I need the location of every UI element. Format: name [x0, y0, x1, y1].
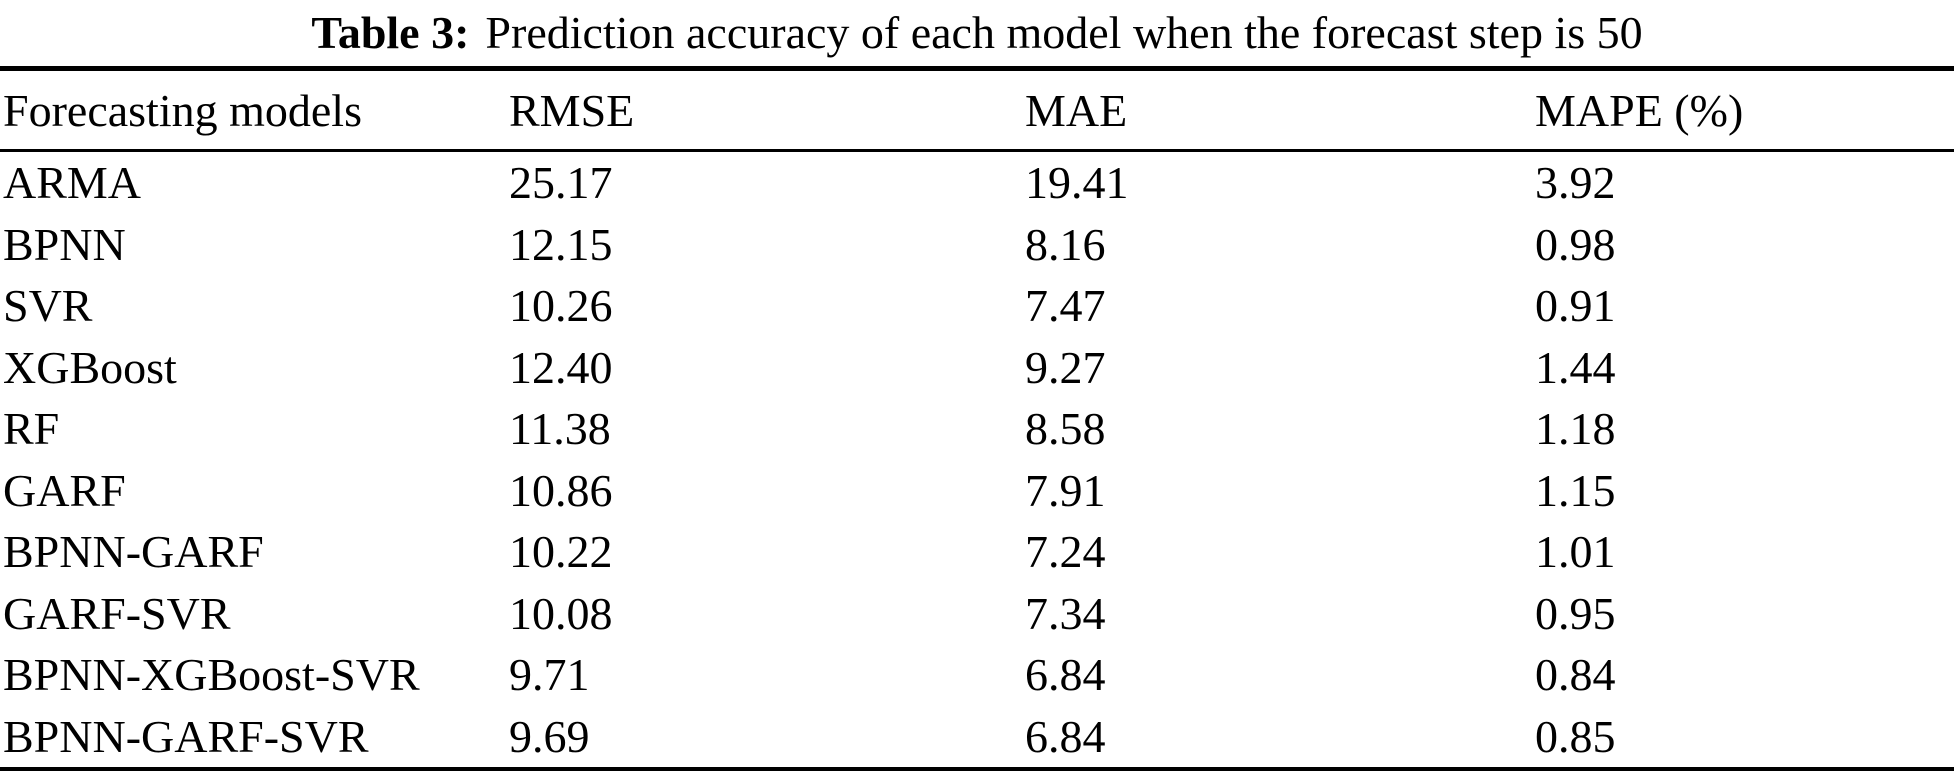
cell-model: GARF-SVR	[3, 587, 231, 639]
column-header-mae: MAE	[1025, 68, 1535, 152]
cell-mape: 0.85	[1535, 710, 1616, 762]
table-row: BPNN-XGBoost-SVR 9.71 6.84 0.84	[0, 644, 1954, 706]
cell-mae: 8.58	[1025, 403, 1106, 455]
table-row: ARMA 25.17 19.41 3.92	[0, 151, 1954, 214]
cell-mae: 7.34	[1025, 587, 1106, 639]
cell-rmse: 10.08	[509, 587, 613, 639]
table-row: BPNN-GARF 10.22 7.24 1.01	[0, 521, 1954, 583]
cell-mape: 1.15	[1535, 464, 1616, 516]
cell-mape: 1.01	[1535, 526, 1616, 578]
cell-mae: 6.84	[1025, 649, 1106, 701]
cell-model: BPNN-GARF	[3, 526, 264, 578]
cell-model: GARF	[3, 464, 126, 516]
table-row: GARF 10.86 7.91 1.15	[0, 460, 1954, 522]
results-table: Forecasting models RMSE MAE MAPE (%) ARM…	[0, 66, 1954, 771]
column-header-rmse: RMSE	[509, 68, 1025, 152]
cell-mape: 0.84	[1535, 649, 1616, 701]
cell-mae: 7.91	[1025, 464, 1106, 516]
cell-mape: 0.95	[1535, 587, 1616, 639]
cell-rmse: 10.22	[509, 526, 613, 578]
table-header-row: Forecasting models RMSE MAE MAPE (%)	[0, 68, 1954, 152]
cell-model: RF	[3, 403, 60, 455]
cell-mae: 7.24	[1025, 526, 1106, 578]
table-caption-text: Prediction accuracy of each model when t…	[485, 7, 1643, 58]
cell-rmse: 11.38	[509, 403, 611, 455]
table-caption-label: Table 3:	[311, 7, 470, 58]
table-row: GARF-SVR 10.08 7.34 0.95	[0, 583, 1954, 645]
cell-model: ARMA	[3, 157, 142, 209]
cell-rmse: 12.15	[509, 218, 613, 270]
cell-rmse: 9.69	[509, 710, 590, 762]
cell-mae: 19.41	[1025, 157, 1129, 209]
cell-mae: 6.84	[1025, 710, 1106, 762]
cell-mae: 8.16	[1025, 218, 1106, 270]
cell-mape: 1.44	[1535, 341, 1616, 393]
cell-model: SVR	[3, 280, 93, 332]
cell-rmse: 10.26	[509, 280, 613, 332]
table-caption: Table 3: Prediction accuracy of each mode…	[0, 0, 1954, 66]
cell-mape: 0.91	[1535, 280, 1616, 332]
cell-rmse: 10.86	[509, 464, 613, 516]
cell-model: BPNN-XGBoost-SVR	[3, 649, 420, 701]
cell-mape: 3.92	[1535, 157, 1616, 209]
cell-model: BPNN	[3, 218, 126, 270]
cell-mape: 0.98	[1535, 218, 1616, 270]
cell-mae: 9.27	[1025, 341, 1106, 393]
cell-rmse: 25.17	[509, 157, 613, 209]
column-header-mape: MAPE (%)	[1535, 68, 1954, 152]
cell-mae: 7.47	[1025, 280, 1106, 332]
cell-model: BPNN-GARF-SVR	[3, 710, 369, 762]
cell-model: XGBoost	[3, 341, 177, 393]
cell-rmse: 12.40	[509, 341, 613, 393]
table-row: XGBoost 12.40 9.27 1.44	[0, 337, 1954, 399]
table-row: BPNN-GARF-SVR 9.69 6.84 0.85	[0, 706, 1954, 770]
cell-mape: 1.18	[1535, 403, 1616, 455]
table-row: RF 11.38 8.58 1.18	[0, 398, 1954, 460]
table-row: BPNN 12.15 8.16 0.98	[0, 214, 1954, 276]
cell-rmse: 9.71	[509, 649, 590, 701]
table-row: SVR 10.26 7.47 0.91	[0, 275, 1954, 337]
column-header-forecasting-models: Forecasting models	[0, 68, 509, 152]
